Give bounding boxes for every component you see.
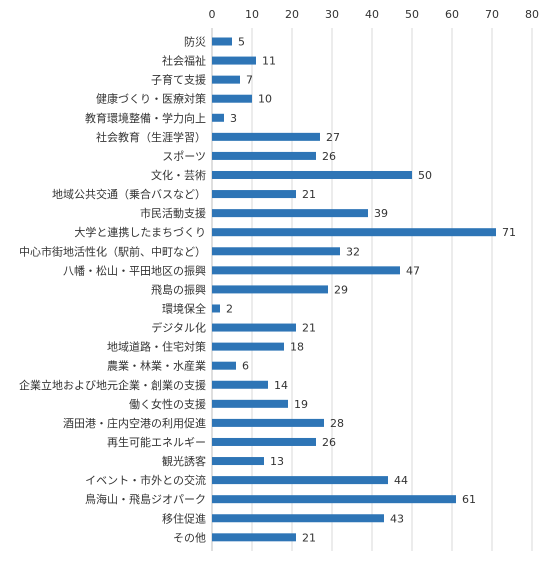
data-label: 3: [230, 112, 237, 125]
gridlines: [211, 28, 533, 551]
category-label: 環境保全: [162, 301, 206, 315]
bar: [212, 228, 496, 237]
category-label: 飛島の振興: [151, 282, 206, 296]
data-label: 26: [322, 150, 336, 163]
bar: [212, 361, 236, 370]
bar: [212, 75, 240, 84]
bar: [212, 132, 320, 141]
data-label: 11: [262, 55, 276, 68]
category-label: 地域公共交通（乗合バスなど）: [52, 187, 206, 201]
data-label: 18: [290, 341, 304, 354]
data-label: 39: [374, 207, 388, 220]
category-label: 市民活動支援: [140, 206, 206, 220]
data-label: 5: [238, 36, 245, 49]
bar: [212, 533, 296, 542]
category-labels: 防災社会福祉子育て支援健康づくり・医療対策教育環境整備・学力向上社会教育（生涯学…: [19, 35, 206, 545]
x-tick-label: 80: [525, 8, 539, 21]
category-label: スポーツ: [162, 150, 206, 163]
category-label: 地域道路・住宅対策: [107, 340, 206, 354]
category-label: 中心市街地活性化（駅前、中町など）: [19, 244, 206, 258]
data-label: 32: [346, 245, 360, 258]
data-label: 27: [326, 131, 340, 144]
bars: [212, 37, 496, 542]
bar: [212, 418, 324, 427]
category-label: 働く女性の支援: [129, 397, 206, 411]
bar: [212, 457, 264, 466]
bar: [212, 37, 232, 46]
category-label: 健康づくり・医療対策: [96, 92, 206, 106]
value-labels: 5 11 7 10 3 27 26 50 21 39 71 32 47 29 2 21 18 6 14 19 28 26 1…: [226, 36, 516, 545]
x-tick-label: 10: [245, 8, 259, 21]
bar: [212, 285, 328, 294]
category-label: 教育環境整備・学力向上: [85, 111, 206, 125]
bar: [212, 170, 412, 179]
data-label: 2: [226, 302, 233, 315]
bar: [212, 437, 316, 446]
x-tick-label: 0: [209, 8, 216, 21]
data-label: 21: [302, 322, 316, 335]
category-label: 企業立地および地元企業・創業の支援: [19, 378, 206, 392]
bar: [212, 113, 224, 122]
x-tick-label: 20: [285, 8, 299, 21]
data-label: 21: [302, 531, 316, 544]
category-label: 防災: [184, 35, 206, 49]
category-label: 子育て支援: [151, 73, 206, 87]
data-label: 29: [334, 283, 348, 296]
category-label: 酒田港・庄内空港の利用促進: [63, 416, 206, 430]
bar: [212, 190, 296, 199]
x-tick-label: 40: [365, 8, 379, 21]
x-tick-label: 30: [325, 8, 339, 21]
x-tick-label: 50: [405, 8, 419, 21]
bar: [212, 495, 456, 504]
bar: [212, 342, 284, 351]
bar: [212, 399, 288, 408]
data-label: 47: [406, 264, 420, 277]
bar: [212, 514, 384, 523]
data-label: 7: [246, 74, 253, 87]
bar: [212, 209, 368, 218]
bar: [212, 151, 316, 160]
bar: [212, 476, 388, 485]
category-label: 大学と連携したまちづくり: [74, 225, 206, 239]
data-label: 71: [502, 226, 516, 239]
data-label: 28: [330, 417, 344, 430]
data-label: 26: [322, 436, 336, 449]
category-label: 再生可能エネルギー: [107, 435, 206, 449]
bar: [212, 56, 256, 65]
data-label: 44: [394, 474, 408, 487]
bar: [212, 323, 296, 332]
x-tick-label: 60: [445, 8, 459, 21]
bar: [212, 304, 220, 313]
category-label: デジタル化: [151, 321, 206, 335]
x-axis-ticks: 0 10 20 30 40 50 60 70 80: [209, 8, 540, 21]
category-label: 文化・芸術: [151, 168, 206, 182]
category-label: 観光誘客: [162, 454, 206, 468]
data-label: 43: [390, 512, 404, 525]
category-label: 八幡・松山・平田地区の振興: [63, 263, 206, 277]
category-label: イベント・市外との交流: [85, 473, 206, 487]
bar: [212, 266, 400, 275]
data-label: 10: [258, 93, 272, 106]
data-label: 6: [242, 360, 249, 373]
bar: [212, 247, 340, 256]
data-label: 21: [302, 188, 316, 201]
data-label: 19: [294, 398, 308, 411]
category-label: 鳥海山・飛島ジオパーク: [85, 492, 206, 506]
category-label: 移住促進: [162, 511, 206, 525]
data-label: 61: [462, 493, 476, 506]
data-label: 14: [274, 379, 288, 392]
x-tick-label: 70: [485, 8, 499, 21]
bar: [212, 380, 268, 389]
category-label: 農業・林業・水産業: [107, 359, 206, 373]
category-label: 社会福祉: [162, 54, 206, 68]
bar: [212, 94, 252, 103]
data-label: 13: [270, 455, 284, 468]
data-label: 50: [418, 169, 432, 182]
category-label: 社会教育（生涯学習）: [96, 130, 206, 144]
category-label: その他: [173, 531, 206, 544]
